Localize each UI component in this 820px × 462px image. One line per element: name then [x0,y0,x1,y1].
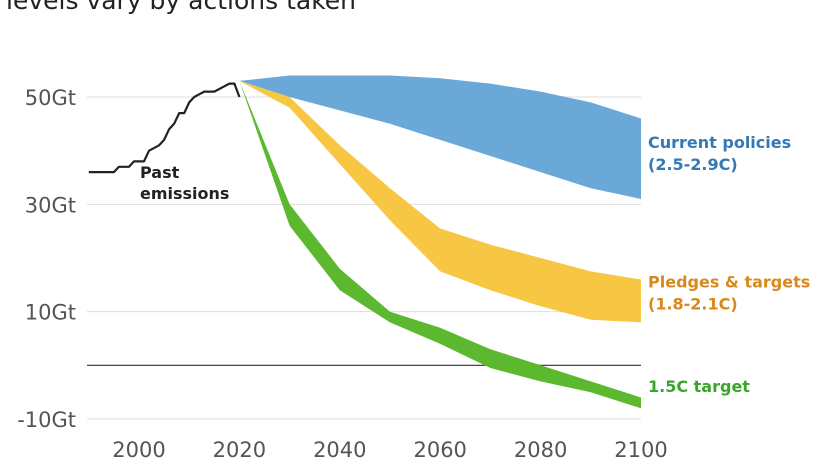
pledges-targets-label-line: Pledges & targets [648,273,810,292]
pledges-targets-band [239,80,641,323]
past-emissions-label: Past emissions [140,163,229,203]
target-1-5c-label-line: 1.5C target [648,377,750,396]
pledges-targets-label: Pledges & targets (1.8-2.1C) [648,273,810,314]
past-emissions-label-line: Past [140,163,180,182]
target-1-5c-label: 1.5C target [648,377,750,396]
x-tick-label: 2020 [213,438,266,462]
y-tick-label: 10Gt [25,301,76,325]
label-layer: Past emissions Current policies (2.5-2.9C) P… [140,133,810,396]
grid-layer: 50Gt 30Gt 10Gt -10Gt 2000 2020 2040 2060 2080 210… [17,86,668,462]
pledges-targets-label-line: (1.8-2.1C) [648,295,738,314]
y-tick-label: 50Gt [25,86,76,110]
x-tick-label: 2000 [112,438,165,462]
y-tick-label: 30Gt [25,193,76,217]
current-policies-label: Current policies (2.5-2.9C) [648,133,791,174]
current-policies-band [239,75,641,199]
band-layer [239,75,641,409]
x-tick-label: 2080 [514,438,567,462]
x-tick-label: 2100 [614,438,667,462]
target-1-5c-band [239,80,641,409]
y-tick-label: -10Gt [17,408,76,432]
x-tick-label: 2040 [313,438,366,462]
current-policies-label-line: (2.5-2.9C) [648,155,738,174]
past-emissions-line [88,82,241,174]
current-policies-label-line: Current policies [648,133,791,152]
chart-title: levels vary by actions taken [6,0,357,15]
past-emissions-label-line: emissions [140,184,229,203]
x-tick-label: 2060 [413,438,466,462]
line-layer [88,82,241,174]
